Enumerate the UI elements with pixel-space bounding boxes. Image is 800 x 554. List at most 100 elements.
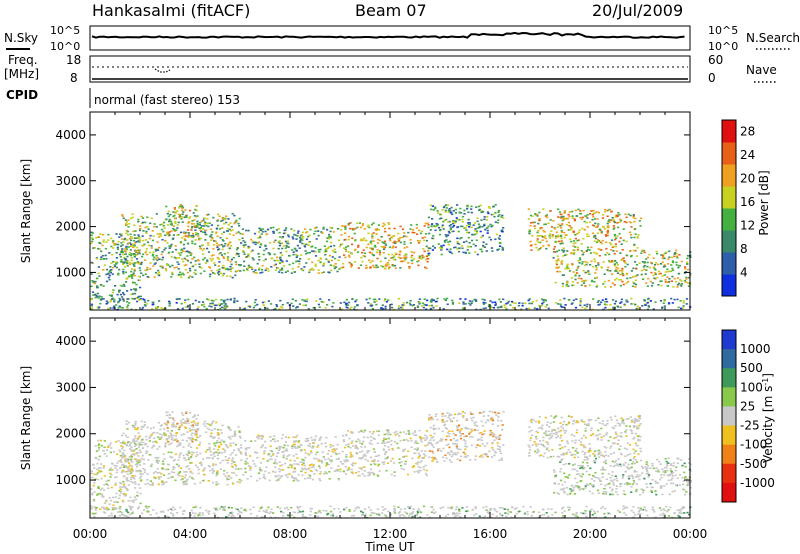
- echo-cell: [334, 470, 337, 472]
- echo-cell: [97, 487, 100, 489]
- echo-cell: [166, 463, 169, 466]
- echo-cell: [580, 277, 583, 280]
- echo-cell: [312, 464, 315, 466]
- echo-cell: [128, 253, 131, 256]
- echo-cell: [185, 412, 188, 414]
- echo-cell: [487, 225, 490, 228]
- echo-cell: [225, 221, 228, 224]
- echo-cell: [341, 462, 344, 465]
- echo-cell: [340, 267, 343, 269]
- echo-cell: [249, 266, 253, 268]
- echo-cell: [162, 230, 165, 233]
- echo-cell: [133, 496, 136, 498]
- echo-cell: [642, 266, 645, 268]
- echo-cell: [548, 426, 551, 428]
- echo-cell: [281, 271, 284, 274]
- echo-cell: [630, 254, 633, 257]
- echo-cell: [459, 448, 462, 451]
- echo-cell: [572, 253, 576, 255]
- echo-cell: [593, 281, 596, 283]
- echo-cell: [582, 280, 585, 282]
- echo-cell: [367, 232, 370, 235]
- echo-cell: [363, 228, 366, 230]
- echo-cell: [125, 229, 128, 232]
- echo-cell: [421, 302, 425, 305]
- echo-cell: [196, 215, 199, 217]
- echo-cell: [211, 472, 215, 474]
- echo-cell: [194, 433, 197, 436]
- echo-cell: [147, 459, 150, 461]
- echo-cell: [627, 280, 630, 283]
- echo-cell: [107, 276, 110, 279]
- echo-cell: [555, 231, 558, 234]
- echo-cell: [441, 209, 444, 211]
- echo-cell: [121, 298, 124, 300]
- echo-cell: [367, 474, 370, 477]
- echo-cell: [574, 234, 577, 236]
- date-title: 20/Jul/2009: [592, 1, 683, 20]
- echo-cell: [97, 266, 100, 268]
- echo-cell: [152, 235, 155, 237]
- echo-cell: [549, 210, 552, 212]
- echo-cell: [459, 225, 462, 228]
- echo-cell: [120, 260, 123, 263]
- echo-cell: [606, 234, 609, 237]
- echo-cell: [229, 270, 232, 273]
- echo-cell: [419, 232, 422, 235]
- echo-cell: [621, 258, 624, 260]
- echo-cell: [128, 237, 132, 240]
- echo-cell: [103, 446, 106, 449]
- echo-cell: [299, 236, 302, 239]
- echo-cell: [550, 415, 553, 417]
- echo-cell: [307, 244, 310, 246]
- echo-cell: [126, 239, 129, 241]
- echo-cell: [118, 236, 121, 238]
- echo-cell: [559, 436, 562, 439]
- echo-cell: [259, 246, 262, 248]
- echo-cell: [183, 235, 186, 238]
- echo-cell: [372, 448, 375, 450]
- echo-cell: [499, 242, 502, 245]
- echo-cell: [130, 268, 133, 270]
- echo-cell: [109, 472, 112, 475]
- echo-cell: [351, 431, 354, 434]
- echo-cell: [120, 482, 123, 485]
- echo-cell: [604, 286, 607, 288]
- echo-cell: [125, 245, 128, 248]
- echo-cell: [297, 447, 300, 449]
- echo-cell: [579, 300, 582, 302]
- echo-cell: [595, 252, 598, 254]
- echo-cell: [311, 261, 314, 264]
- echo-cell: [464, 442, 467, 445]
- echo-cell: [156, 432, 159, 434]
- echo-cell: [618, 240, 621, 243]
- echo-cell: [346, 307, 349, 309]
- echo-cell: [593, 260, 597, 263]
- echo-cell: [119, 293, 123, 296]
- echo-cell: [116, 248, 120, 251]
- echo-cell: [498, 437, 502, 440]
- echo-cell: [621, 280, 624, 283]
- echo-cell: [287, 436, 290, 439]
- echo-cell: [91, 237, 94, 239]
- echo-cell: [390, 236, 393, 239]
- echo-cell: [206, 247, 209, 250]
- echo-cell: [385, 432, 388, 435]
- echo-cell: [459, 437, 463, 440]
- echo-cell: [376, 257, 379, 260]
- echo-cell: [643, 251, 646, 254]
- echo-cell: [460, 237, 463, 239]
- echo-cell: [265, 248, 268, 250]
- echo-cell: [200, 230, 203, 233]
- echo-cell: [142, 458, 145, 461]
- echo-cell: [280, 469, 283, 471]
- echo-cell: [488, 410, 491, 413]
- echo-cell: [340, 308, 343, 310]
- echo-cell: [174, 222, 177, 224]
- echo-cell: [577, 456, 580, 459]
- echo-cell: [449, 211, 452, 214]
- echo-cell: [200, 463, 203, 466]
- echo-cell: [143, 463, 146, 465]
- echo-cell: [101, 254, 104, 257]
- echo-cell: [392, 462, 396, 464]
